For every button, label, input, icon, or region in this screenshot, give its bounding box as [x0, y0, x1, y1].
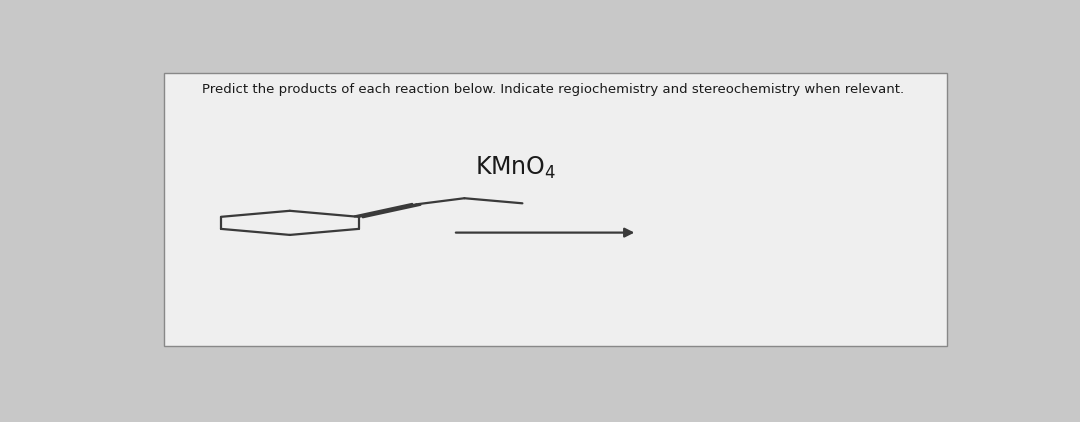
FancyBboxPatch shape [164, 73, 947, 346]
Text: KMnO$_4$: KMnO$_4$ [475, 154, 556, 181]
Text: Predict the products of each reaction below. Indicate regiochemistry and stereoc: Predict the products of each reaction be… [202, 83, 905, 96]
